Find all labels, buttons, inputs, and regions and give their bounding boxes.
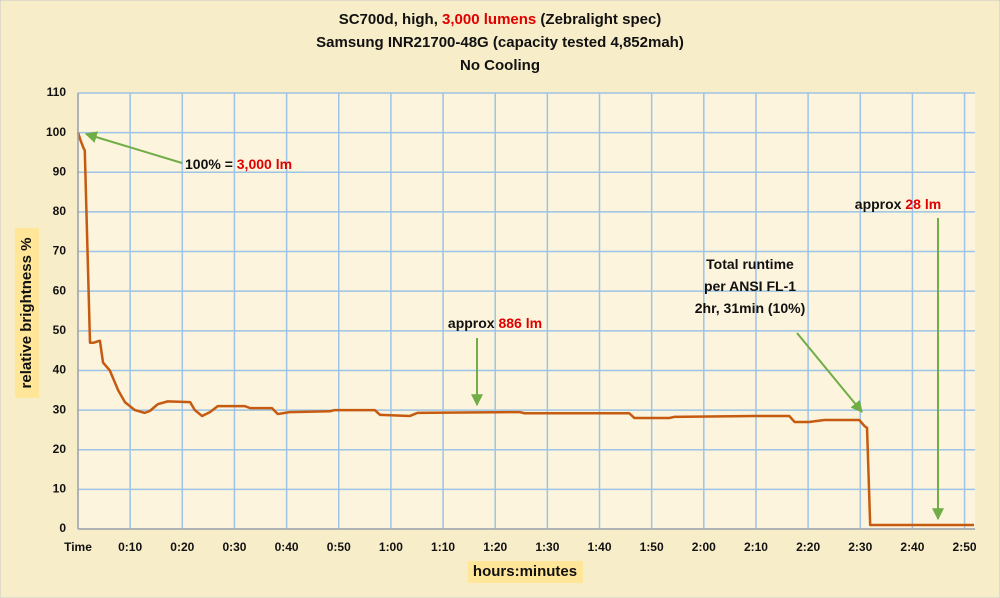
x-tick-label: 0:30 — [222, 540, 246, 554]
text-part: Samsung INR21700-48G (capacity tested 4,… — [316, 34, 684, 51]
arrow — [84, 131, 183, 164]
x-tick-label: 1:10 — [431, 540, 455, 554]
x-tick-label: 0:40 — [275, 540, 299, 554]
x-tick-label: 1:30 — [535, 540, 559, 554]
text-part: 3,000 lumens — [442, 11, 536, 28]
text-line: approx 28 lm — [855, 196, 941, 212]
x-label-bg — [468, 561, 583, 583]
text-part: 100% = — [185, 156, 237, 172]
y-tick-label: 100 — [46, 125, 66, 139]
y-axis-label: relative brightness % — [18, 238, 35, 389]
y-tick-label: 30 — [53, 402, 67, 416]
y-tick-label: 0 — [59, 521, 66, 535]
x-tick-label: 2:10 — [744, 540, 768, 554]
y-tick-label: 40 — [53, 363, 67, 377]
x-axis-label: hours:minutes — [473, 563, 577, 580]
x-tick-label: 1:50 — [640, 540, 664, 554]
text-part: 28 lm — [905, 196, 941, 212]
text-line: 2hr, 31min (10%) — [695, 300, 806, 316]
text-line: Total runtime — [706, 256, 794, 272]
x-tick-label: 2:40 — [900, 540, 924, 554]
y-tick-label: 90 — [53, 164, 67, 178]
y-tick-label: 70 — [53, 244, 67, 258]
x-tick-label: 0:10 — [118, 540, 142, 554]
x-tick-label: Time — [64, 540, 92, 554]
text-part: 2hr, 31min (10%) — [695, 300, 806, 316]
series-line — [76, 132, 974, 527]
x-tick-label: 1:40 — [587, 540, 611, 554]
text-part: SC700d, high, — [339, 11, 442, 28]
text-line: per ANSI FL-1 — [704, 278, 796, 294]
grid — [77, 92, 975, 530]
text-part: (Zebralight spec) — [536, 11, 661, 28]
text-part: Total runtime — [706, 256, 794, 272]
text-part: approx — [855, 196, 906, 212]
text-part: No Cooling — [460, 57, 540, 74]
y-tick-label: 80 — [53, 204, 67, 218]
y-tick-label: 50 — [53, 323, 67, 337]
x-tick-label: 0:50 — [327, 540, 351, 554]
y-tick-label: 20 — [53, 442, 67, 456]
text-part: 886 lm — [498, 315, 542, 331]
x-tick-label: 2:30 — [848, 540, 872, 554]
text-part: approx — [448, 315, 499, 331]
x-tick-label: 1:20 — [483, 540, 507, 554]
y-tick-label: 60 — [53, 283, 67, 297]
y-label-bg — [15, 228, 39, 398]
x-tick-label: 2:20 — [796, 540, 820, 554]
y-tick-label: 10 — [53, 482, 67, 496]
x-tick-label: 2:50 — [953, 540, 977, 554]
arrow — [796, 332, 863, 413]
y-tick-label: 110 — [47, 85, 67, 99]
text-line: 100% = 3,000 lm — [185, 156, 292, 172]
text-part: 3,000 lm — [237, 156, 292, 172]
plot-area — [78, 93, 975, 529]
text-line: Samsung INR21700-48G (capacity tested 4,… — [316, 34, 684, 51]
lines — [76, 132, 974, 527]
text-part: per ANSI FL-1 — [704, 278, 796, 294]
text-line: No Cooling — [460, 57, 540, 74]
x-tick-label: 0:20 — [170, 540, 194, 554]
x-tick-label: 2:00 — [692, 540, 716, 554]
text-line: approx 886 lm — [448, 315, 542, 331]
x-tick-label: 1:00 — [379, 540, 403, 554]
text-line: SC700d, high, 3,000 lumens (Zebralight s… — [339, 11, 662, 28]
